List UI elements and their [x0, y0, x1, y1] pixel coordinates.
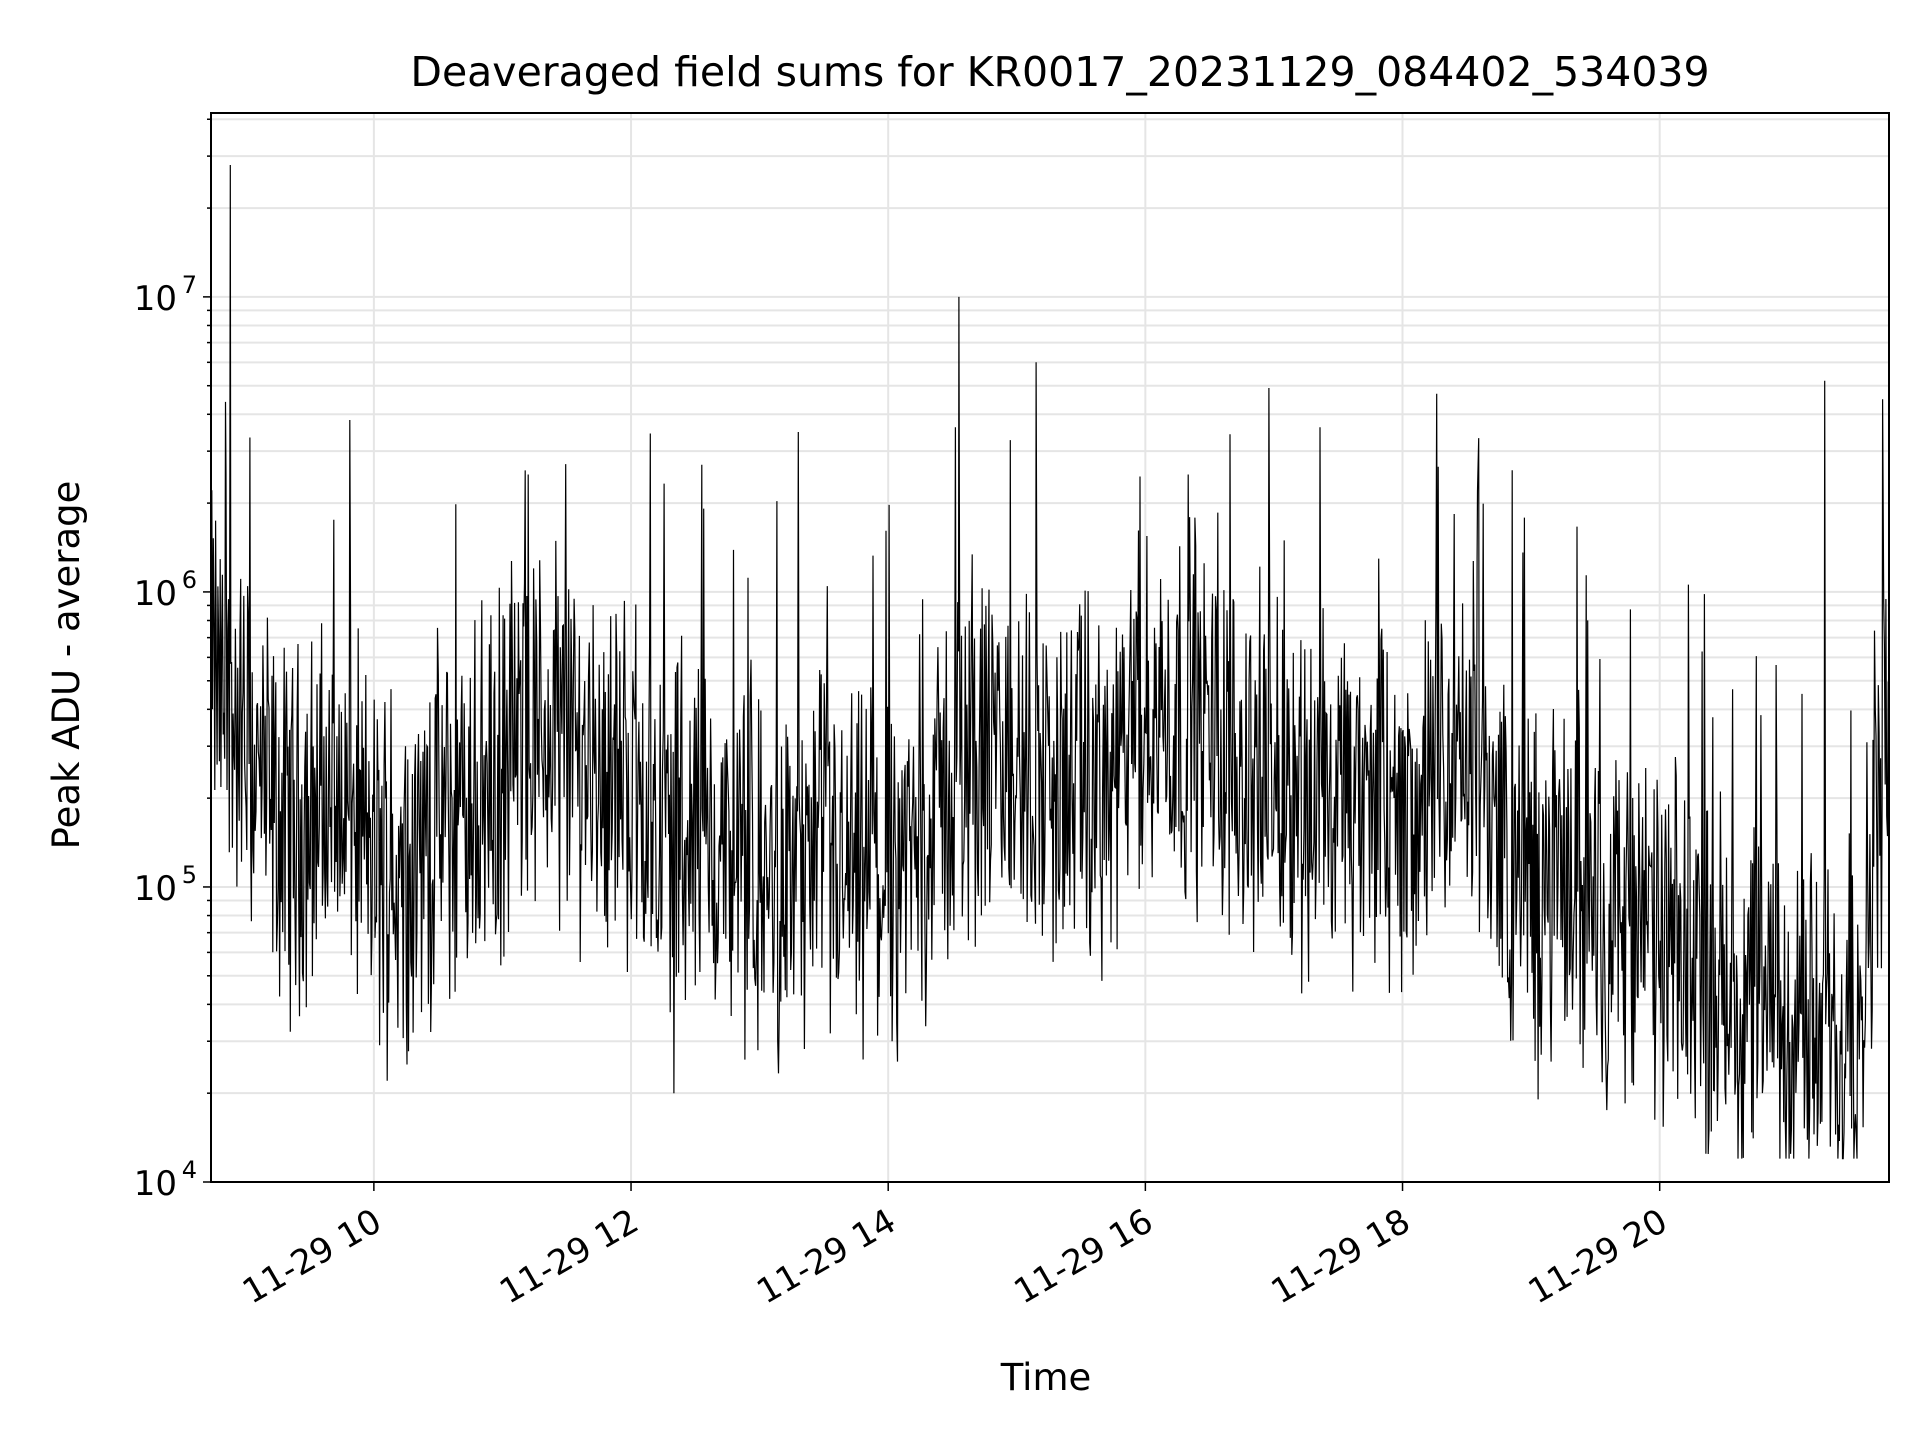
x-axis-label: Time [1000, 1356, 1092, 1399]
y-tick-label-exponent: 5 [182, 861, 197, 889]
plot-area [210, 112, 1890, 1183]
y-tick-label-base: 10 [134, 1164, 177, 1204]
y-tick-label-exponent: 6 [182, 566, 197, 594]
y-tick-label: 10 [134, 279, 177, 319]
y-tick-label-base: 10 [134, 869, 177, 909]
y-axis-label: Peak ADU - average [45, 481, 88, 850]
y-tick-label: 10 [134, 574, 177, 614]
y-tick-label: 10 [134, 1164, 177, 1204]
plot-frame [210, 112, 1890, 1183]
series-line [210, 164, 1890, 1160]
series-layer [210, 164, 1890, 1160]
y-tick-label-exponent: 4 [182, 1156, 197, 1184]
y-tick-label-base: 10 [134, 279, 177, 319]
y-tick-label-base: 10 [134, 574, 177, 614]
y-tick-label: 10 [134, 869, 177, 909]
y-tick-label-exponent: 7 [182, 271, 197, 299]
chart-title: Deaveraged field sums for KR0017_2023112… [410, 48, 1709, 96]
